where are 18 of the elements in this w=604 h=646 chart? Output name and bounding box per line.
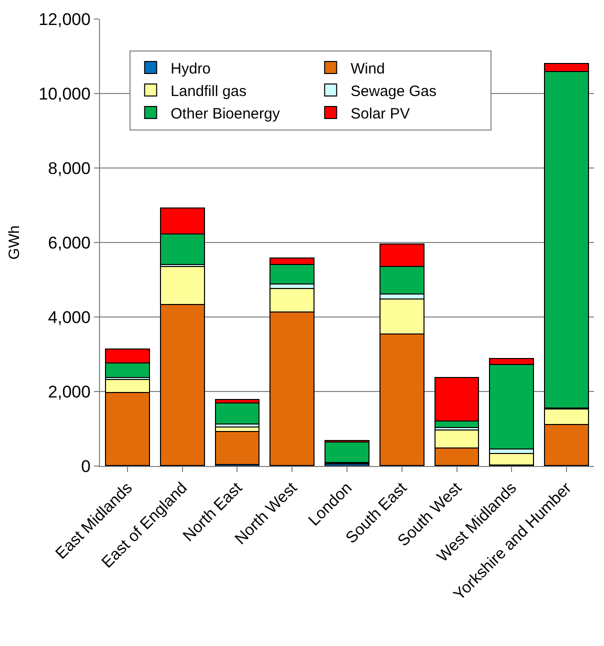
y-tick-label: 10,000 [38, 84, 91, 104]
bar [214, 402, 260, 424]
y-tick-label: 6,000 [48, 233, 91, 252]
y-tick-label: 0 [81, 456, 91, 476]
bar [324, 441, 370, 464]
legend-label: Landfill gas [170, 82, 247, 100]
legend-label: Wind [350, 60, 385, 78]
legend-label: Sewage Gas [350, 82, 437, 100]
legend-label: Other Bioenergy [170, 105, 280, 122]
bar [489, 452, 534, 466]
y-tick-label: 8,000 [48, 158, 91, 178]
y-tick-label: 4,000 [48, 308, 91, 327]
bar [214, 431, 260, 466]
legend-label: Hydro [170, 60, 211, 78]
legend-label: Solar PV [350, 105, 410, 122]
y-axis-title: GWh [6, 225, 23, 260]
y-tick-label: 12,000 [38, 10, 91, 29]
y-tick-label: 2,000 [48, 382, 91, 402]
